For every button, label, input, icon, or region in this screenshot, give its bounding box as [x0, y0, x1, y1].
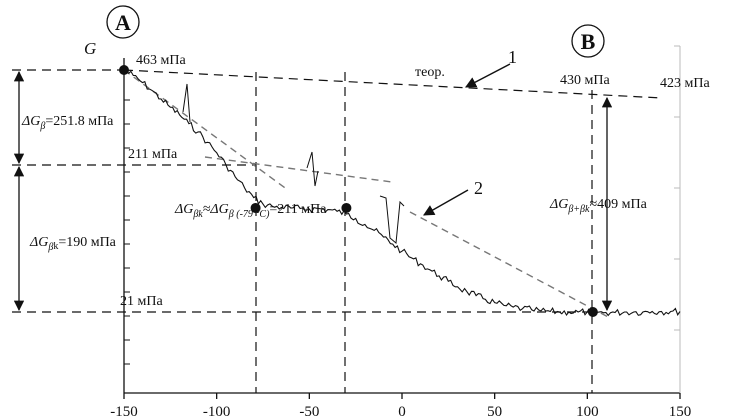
circle-a — [106, 5, 140, 39]
key-point — [587, 307, 598, 317]
curve-1-label: 1 — [508, 47, 517, 67]
x-ticks: -150 -100 -50 0 50 100 150 — [110, 393, 691, 420]
x-tick-label: -150 — [110, 404, 138, 420]
label-theor: теор. — [415, 65, 445, 80]
x-tick-label: 100 — [576, 404, 599, 420]
label-21: 21 мПа — [120, 294, 163, 309]
circle-b-label: B — [581, 29, 596, 54]
delta-beta-symbol: ΔG — [21, 114, 40, 129]
reference-lines — [12, 69, 663, 393]
label-463: 463 мПа — [136, 53, 186, 68]
circle-a-label: A — [115, 10, 131, 35]
fit-line-3 — [409, 211, 611, 319]
delta-betak-value: =190 мПа — [58, 235, 116, 250]
mid-approx: ≈ΔG — [203, 202, 229, 217]
x-tick-label: 0 — [398, 404, 406, 420]
fit-line-1 — [123, 69, 289, 191]
key-point — [341, 202, 352, 213]
x-tick-label: 50 — [487, 404, 502, 420]
delta-betak-subk: k — [53, 241, 58, 252]
label-211: 211 мПа — [128, 147, 178, 162]
delta-betak-sub: β — [47, 242, 53, 253]
mid-lhs-sub: βk — [192, 209, 203, 220]
circle-b — [571, 24, 605, 58]
mid-rhs-sub: β (-79 °C) — [228, 209, 270, 220]
x-tick-label: 150 — [669, 404, 692, 420]
mid-value: =211 мПа — [269, 202, 327, 217]
y-minor-ticks — [124, 99, 130, 365]
x-tick-label: -50 — [299, 404, 319, 420]
key-point — [250, 202, 261, 213]
delta-betak-symbol: ΔG — [29, 235, 48, 250]
pointer-arrows — [423, 63, 511, 216]
label-430: 430 мПа — [560, 73, 610, 88]
dimension-arrows — [13, 70, 613, 312]
delta-beta-label: ΔGβ=251.8 мПа — [21, 114, 114, 132]
right-delta-sub: β+βk — [567, 204, 590, 215]
series-2-curve — [123, 69, 681, 317]
pointer-1 — [465, 63, 511, 88]
y-axis-symbol: G — [84, 39, 96, 58]
secondary-axis-ticks — [674, 45, 680, 331]
x-tick-label: -100 — [203, 404, 231, 420]
mid-equation-label: ΔGβk≈ΔGβ (-79 °C)=211 мПа — [174, 202, 327, 220]
fit-lines — [123, 69, 611, 319]
pointer-2 — [423, 189, 469, 216]
spike-1 — [182, 83, 191, 123]
delta-beta-sub: β — [39, 121, 45, 132]
mid-lhs-symbol: ΔG — [174, 202, 193, 217]
delta-beta-value: =251.8 мПа — [45, 114, 114, 129]
key-point — [119, 65, 129, 75]
spike-3 — [379, 195, 405, 244]
delta-betak-label: ΔGβk=190 мПа — [29, 235, 117, 253]
right-delta-symbol: ΔG — [549, 197, 568, 212]
key-points — [119, 65, 598, 317]
fit-line-2 — [204, 156, 393, 183]
spike-2 — [306, 151, 319, 187]
right-delta-label: ΔGβ+βk≈409 мПа — [549, 197, 648, 215]
right-delta-value: ≈409 мПа — [589, 197, 647, 212]
curve-2-label: 2 — [474, 178, 483, 198]
label-423: 423 мПа — [660, 76, 710, 91]
